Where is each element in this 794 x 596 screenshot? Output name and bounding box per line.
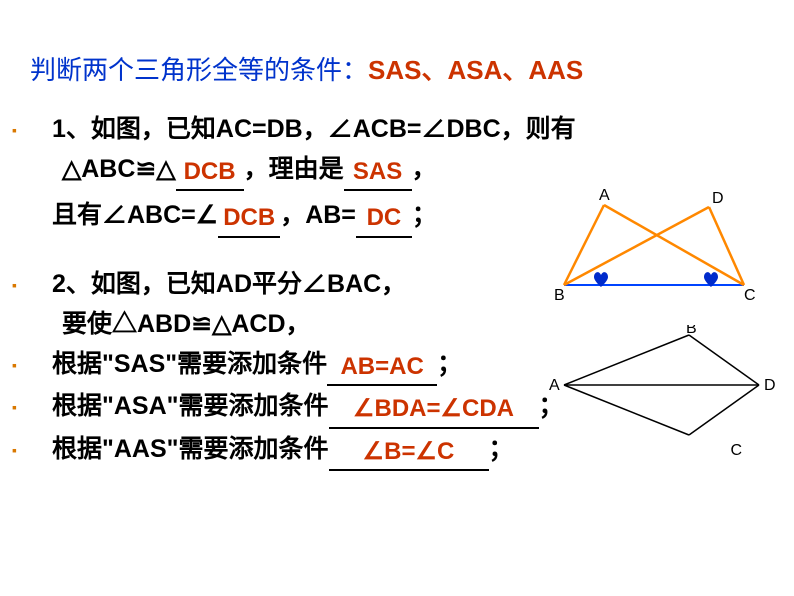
q1-text-2b: ，理由是 bbox=[244, 155, 344, 183]
q1-text-2a: △ABC≌△ bbox=[62, 155, 176, 183]
bullet-icon: ▪ bbox=[12, 439, 17, 461]
bullet-icon: ▪ bbox=[12, 396, 17, 418]
blank-bda-cda: ∠BDA=∠CDA bbox=[329, 386, 539, 428]
q2-text-1: 2、如图，已知AD平分∠BAC， bbox=[52, 270, 406, 298]
q2-text-5b: ； bbox=[489, 435, 514, 463]
fig2-label-b: B bbox=[686, 325, 697, 337]
title: 判断两个三角形全等的条件：SAS、ASA、AAS bbox=[30, 50, 764, 87]
blank-dcb2: DCB bbox=[218, 195, 280, 237]
title-prefix: 判断两个三角形全等的条件： bbox=[30, 55, 368, 85]
q1-text-3a: 且有∠ABC=∠ bbox=[52, 201, 218, 229]
q2-text-3a: 根据"SAS"需要添加条件 bbox=[52, 350, 327, 378]
fig1-label-c: C bbox=[744, 287, 756, 304]
bullet-icon: ▪ bbox=[12, 119, 17, 141]
q2-text-5a: 根据"AAS"需要添加条件 bbox=[52, 435, 329, 463]
fig1-label-d: D bbox=[712, 190, 724, 207]
fig1-label-b: B bbox=[554, 287, 565, 304]
figure-1: A D B C bbox=[544, 185, 764, 305]
q2-text-3b: ； bbox=[437, 350, 462, 378]
blank-b-c: ∠B=∠C bbox=[329, 429, 489, 471]
q1-text-2c: ， bbox=[412, 155, 437, 183]
blank-sas: SAS bbox=[344, 149, 412, 191]
blank-abac: AB=AC bbox=[327, 344, 437, 386]
fig1-label-a: A bbox=[599, 187, 610, 204]
q2-text-2: 要使△ABD≌△ACD， bbox=[62, 310, 311, 338]
blank-dcb1: DCB bbox=[176, 149, 244, 191]
q2-text-4a: 根据"ASA"需要添加条件 bbox=[52, 392, 329, 420]
q1-text-3c: ； bbox=[412, 201, 437, 229]
fig2-label-c: C bbox=[730, 442, 742, 460]
fig2-label-d: D bbox=[764, 377, 776, 394]
q1-text-1: 1、如图，已知AC=DB，∠ACB=∠DBC，则有 bbox=[52, 115, 576, 143]
title-methods: SAS、ASA、AAS bbox=[368, 55, 583, 85]
fig2-label-a: A bbox=[549, 377, 560, 394]
q1-text-3b: ，AB= bbox=[280, 201, 356, 229]
blank-dc: DC bbox=[356, 195, 412, 237]
figure-2: A B D bbox=[544, 325, 779, 450]
bullet-icon: ▪ bbox=[12, 354, 17, 376]
bullet-icon: ▪ bbox=[12, 274, 17, 296]
